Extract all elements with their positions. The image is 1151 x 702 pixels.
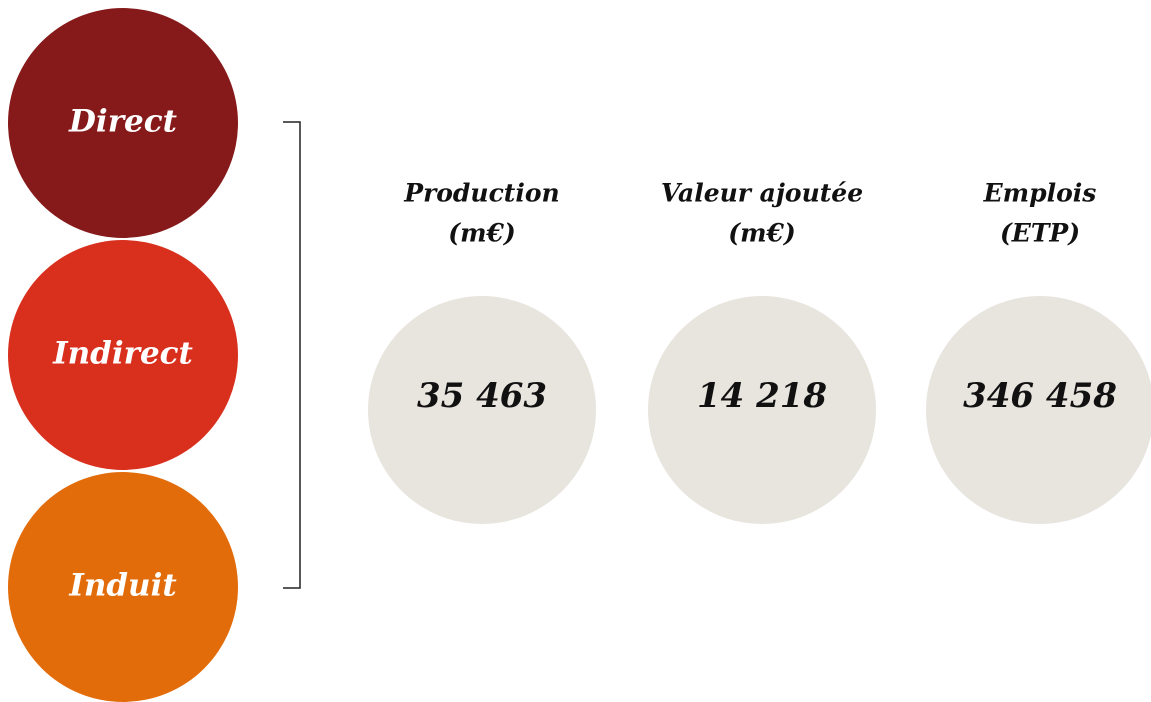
value-circle — [368, 296, 596, 524]
metric-value: 346 458 — [963, 376, 1117, 416]
effect-label: Indirect — [52, 336, 193, 372]
metric-label: Emplois — [983, 179, 1097, 208]
effect-circle — [8, 240, 238, 470]
metric-label: (m€) — [448, 219, 516, 248]
metric-label: (m€) — [728, 219, 796, 248]
effect-circle — [8, 472, 238, 702]
metric-value: 14 218 — [697, 376, 827, 416]
metric-label: Valeur ajoutée — [661, 179, 863, 208]
effect-label: Induit — [68, 568, 177, 604]
value-circle — [648, 296, 876, 524]
metric-label: Production — [403, 179, 559, 208]
metric-label: (ETP) — [1000, 219, 1080, 248]
effect-circle — [8, 8, 238, 238]
bracket — [283, 121, 301, 589]
value-circle — [926, 296, 1151, 524]
effect-label: Direct — [68, 104, 178, 140]
metric-value: 35 463 — [417, 376, 547, 416]
